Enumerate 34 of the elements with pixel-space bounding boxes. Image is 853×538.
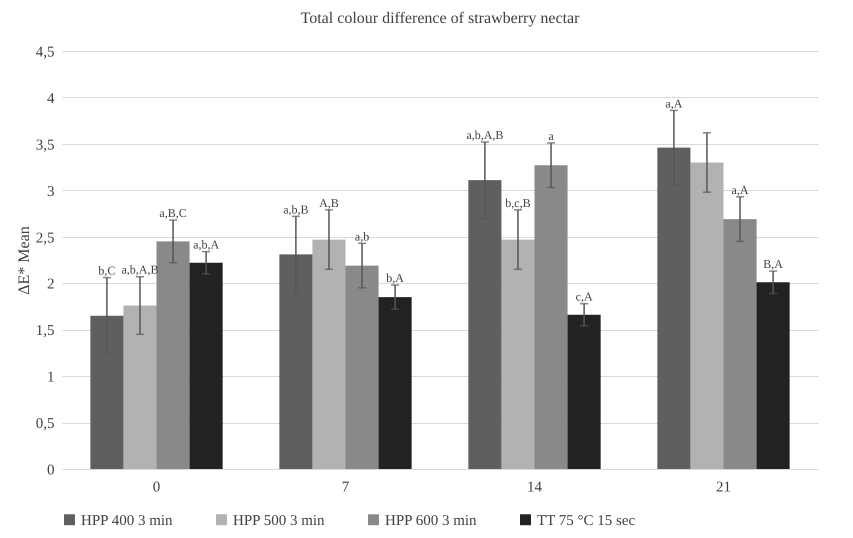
y-tick-label: 0,5 xyxy=(36,416,54,432)
x-tick-label: 7 xyxy=(342,480,350,496)
y-tick-label: 2 xyxy=(47,276,54,293)
data-label: c,A xyxy=(576,290,593,304)
data-label: b,A xyxy=(386,271,404,286)
y-tick-label: 1,5 xyxy=(36,323,54,340)
data-label: a,b,B xyxy=(283,202,309,216)
x-tick-label: 21 xyxy=(716,480,731,496)
y-tick-label: 1 xyxy=(47,370,54,386)
data-label: b,C xyxy=(98,264,116,278)
x-tick-label: 0 xyxy=(152,480,160,496)
legend-label: HPP 600 3 min xyxy=(385,512,478,529)
chart-title: Total colour difference of strawberry nectar xyxy=(300,10,580,27)
data-label: a,A xyxy=(732,182,749,197)
data-label: a,b,A,B xyxy=(466,128,504,142)
data-label: a xyxy=(548,128,554,143)
data-label: a,B,C xyxy=(159,206,187,220)
y-tick-label: 0 xyxy=(47,462,54,478)
y-tick-label: 4 xyxy=(47,90,55,107)
y-tick-label: 4,5 xyxy=(36,44,54,60)
legend-label: HPP 400 3 min xyxy=(81,512,174,529)
y-axis-title: ΔE* Mean xyxy=(16,226,33,295)
x-tick-label: 14 xyxy=(527,480,542,496)
legend-label: HPP 500 3 min xyxy=(233,512,326,529)
data-label: A,B xyxy=(319,196,339,210)
data-label: b,c,B xyxy=(505,196,531,210)
y-tick-label: 3 xyxy=(47,184,54,200)
y-tick-label: 2,5 xyxy=(36,230,54,246)
legend-label: TT 75 °C 15 sec xyxy=(537,512,636,529)
data-label: a,A xyxy=(665,96,683,110)
y-tick-label: 3,5 xyxy=(36,137,54,154)
data-label: a,b,A xyxy=(193,238,220,252)
data-label: B,A xyxy=(763,257,784,272)
data-label: a,b xyxy=(354,229,370,244)
